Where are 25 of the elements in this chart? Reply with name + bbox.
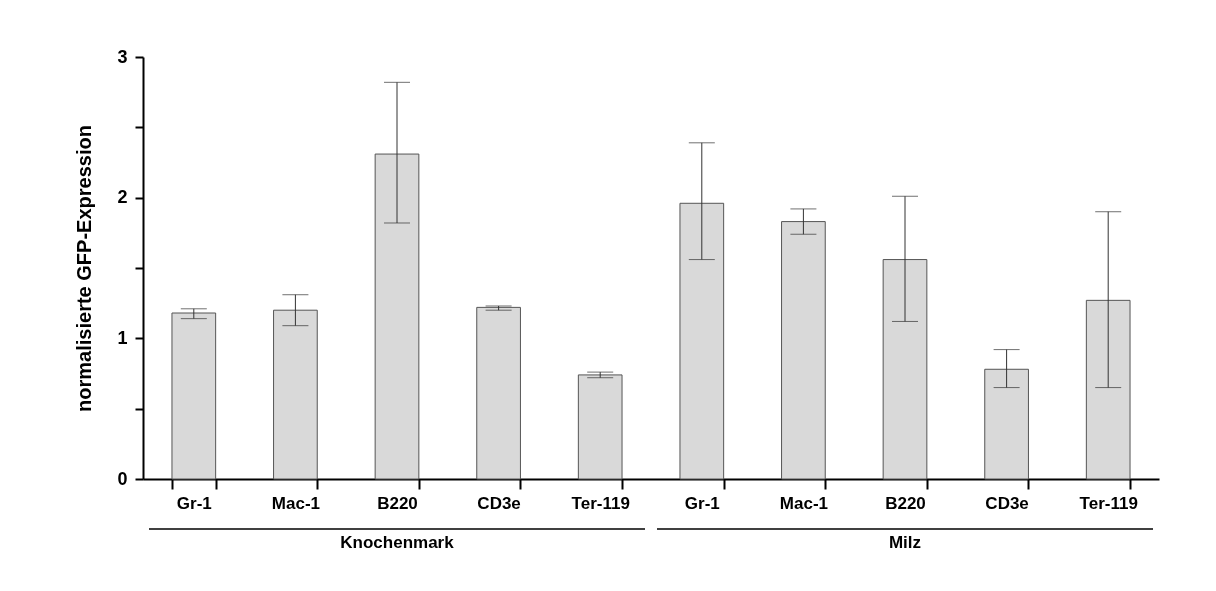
text: Milz — [888, 533, 922, 552]
bar — [374, 153, 420, 480]
x-tick-label: Ter-119 — [571, 493, 630, 513]
x-tick-label: CD3e — [477, 493, 521, 513]
y-tick-label: 1 — [117, 327, 128, 348]
bar — [273, 309, 318, 480]
x-tick-label: Gr-1 — [176, 493, 212, 513]
y-tick-label: 0 — [117, 468, 128, 489]
x-tick-label: CD3e — [985, 493, 1029, 513]
x-tick-label: B220 — [377, 493, 418, 513]
x-tick-label: Mac-1 — [271, 493, 320, 513]
x-tick-label: Mac-1 — [779, 493, 828, 513]
x-tick-label: Ter-119 — [1079, 493, 1138, 513]
bar — [679, 202, 725, 480]
y-tick-label: 2 — [117, 187, 128, 208]
bar — [1085, 299, 1131, 480]
text: Knochenmark — [340, 533, 455, 552]
bar — [882, 259, 928, 480]
y-axis-title: normalisierte GFP-Expression — [73, 125, 96, 412]
x-tick-label: Gr-1 — [684, 493, 720, 513]
bar — [984, 368, 1029, 480]
x-tick-label: B220 — [885, 493, 926, 513]
bar — [476, 306, 521, 480]
y-tick-label: 3 — [117, 46, 128, 67]
bar — [781, 221, 826, 480]
